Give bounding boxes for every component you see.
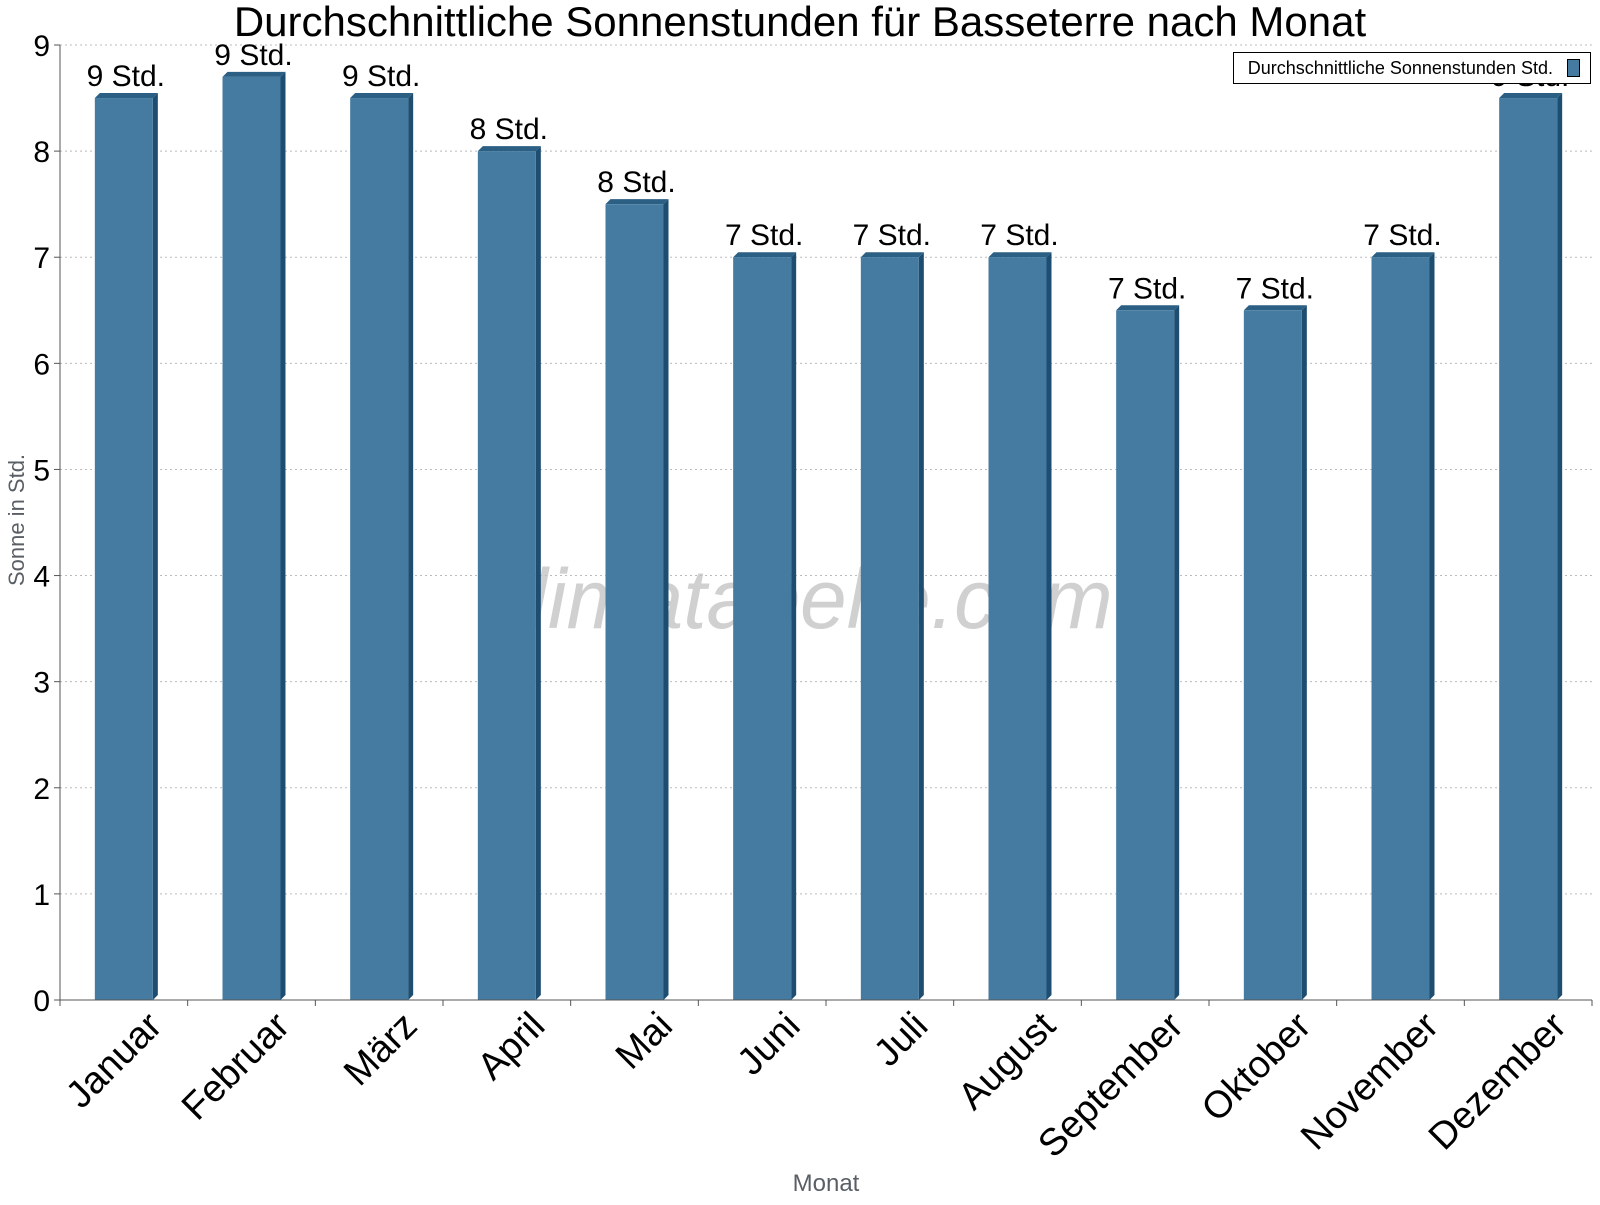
data-label: 9 Std. bbox=[214, 39, 292, 72]
legend-swatch bbox=[1567, 59, 1580, 77]
x-tick-label: August bbox=[951, 1004, 1065, 1118]
data-label: 9 Std. bbox=[87, 60, 165, 93]
data-label: 9 Std. bbox=[342, 60, 420, 93]
x-tick-label: Juli bbox=[866, 1005, 936, 1075]
y-tick-label: 4 bbox=[33, 561, 50, 594]
x-tick-label: Mai bbox=[608, 1005, 681, 1078]
y-tick-label: 6 bbox=[33, 348, 50, 381]
y-tick-label: 7 bbox=[33, 242, 50, 275]
data-label: 7 Std. bbox=[1236, 272, 1314, 305]
y-axis-label: Sonne in Std. bbox=[4, 454, 29, 586]
x-tick-label: März bbox=[336, 1005, 425, 1094]
grid-lines bbox=[60, 44, 1592, 895]
y-tick-label: 0 bbox=[33, 985, 50, 1018]
bar bbox=[222, 71, 286, 1001]
x-tick-label: Oktober bbox=[1194, 1004, 1320, 1130]
bar bbox=[1116, 305, 1180, 1000]
data-label: 7 Std. bbox=[725, 219, 803, 252]
x-tick-label: Juni bbox=[730, 1005, 809, 1084]
data-label: 7 Std. bbox=[980, 219, 1058, 252]
data-label: 7 Std. bbox=[1108, 272, 1186, 305]
bar bbox=[1371, 252, 1435, 1000]
bar bbox=[988, 252, 1052, 1000]
legend-label: Durchschnittliche Sonnenstunden Std. bbox=[1247, 57, 1553, 78]
y-tick-label: 2 bbox=[33, 773, 50, 806]
x-tick-label: November bbox=[1293, 1004, 1447, 1158]
data-label: 7 Std. bbox=[853, 219, 931, 252]
y-tick-label: 3 bbox=[33, 667, 50, 700]
bars bbox=[94, 71, 1563, 1001]
y-tick-label: 9 bbox=[33, 30, 50, 63]
data-label: 8 Std. bbox=[470, 113, 548, 146]
bar bbox=[733, 252, 797, 1000]
bar bbox=[860, 252, 924, 1000]
y-tick-label: 8 bbox=[33, 136, 50, 169]
chart-title: Durchschnittliche Sonnenstunden für Bass… bbox=[234, 0, 1367, 45]
x-tick-label: Januar bbox=[58, 1004, 170, 1116]
bar bbox=[94, 93, 158, 1001]
legend: Durchschnittliche Sonnenstunden Std. bbox=[1232, 52, 1591, 84]
x-tick-label: Februar bbox=[174, 1004, 298, 1128]
data-label: 8 Std. bbox=[597, 166, 675, 199]
x-tick-label: April bbox=[470, 1005, 553, 1088]
bar bbox=[477, 146, 541, 1001]
y-tick-label: 5 bbox=[33, 454, 50, 487]
bar bbox=[350, 93, 414, 1001]
y-tick-label: 1 bbox=[33, 879, 50, 912]
bar bbox=[605, 199, 669, 1000]
axes bbox=[54, 44, 1593, 1006]
data-label: 7 Std. bbox=[1363, 219, 1441, 252]
bar bbox=[1499, 93, 1563, 1001]
x-tick-label: Dezember bbox=[1421, 1004, 1575, 1158]
x-axis-label: Monat bbox=[793, 1170, 860, 1197]
bar bbox=[1243, 305, 1307, 1000]
